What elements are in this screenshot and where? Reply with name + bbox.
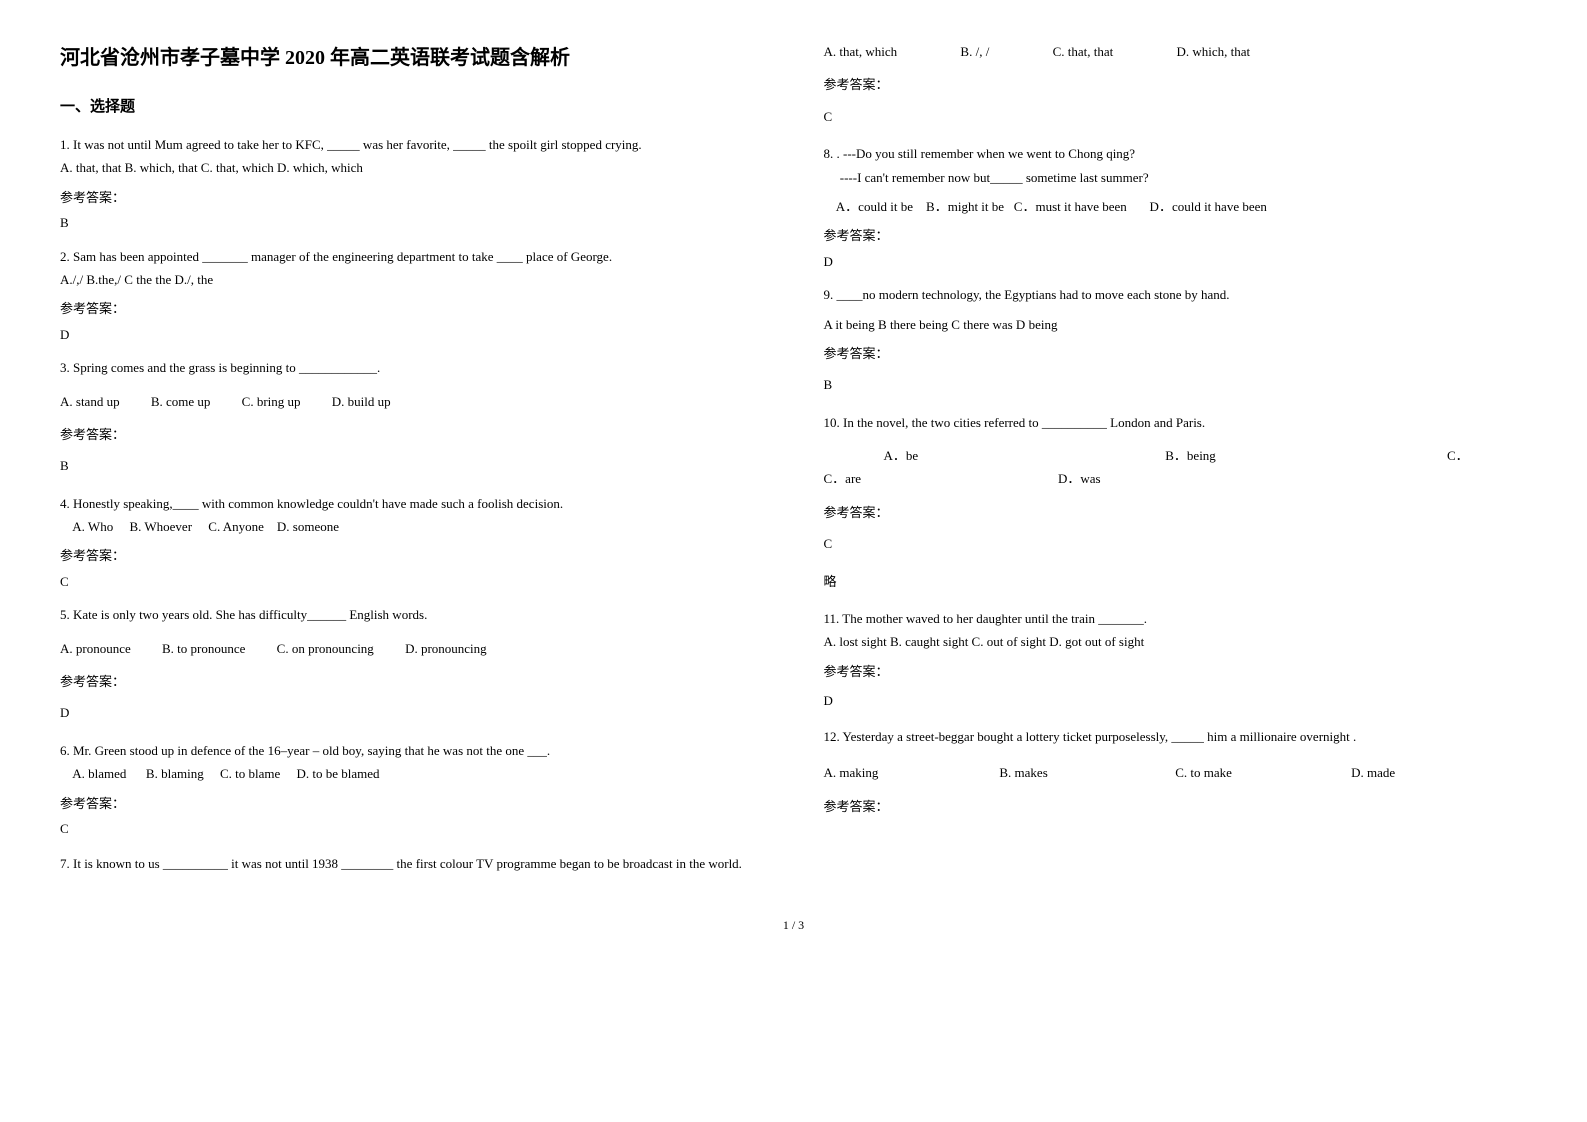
question-3: 3. Spring comes and the grass is beginni…: [60, 356, 764, 379]
option-c: C．are: [824, 467, 1059, 490]
question-10-options: A．be B．being C． C．are D．was: [824, 444, 1528, 491]
question-5: 5. Kate is only two years old. She has d…: [60, 603, 764, 626]
question-options: A. pronounce B. to pronounce C. on prono…: [60, 637, 764, 660]
option-c: C. that, that: [1053, 40, 1114, 63]
option-c: C. on pronouncing: [277, 637, 374, 660]
question-stem: 7. It is known to us __________ it was n…: [60, 850, 764, 879]
option-c: C. bring up: [242, 390, 301, 413]
answer-label: 参考答案：: [824, 795, 1528, 818]
question-stem-line1: 8. . ---Do you still remember when we we…: [824, 142, 1528, 165]
question-10: 10. In the novel, the two cities referre…: [824, 411, 1528, 434]
option-b: B. makes: [999, 761, 1175, 784]
question-stem: 12. Yesterday a street-beggar bought a l…: [824, 723, 1528, 752]
option-a: A．be: [884, 444, 1166, 467]
question-options: A. Who B. Whoever C. Anyone D. someone: [60, 515, 764, 538]
question-options: A. that, that B. which, that C. that, wh…: [60, 156, 764, 179]
left-column: 河北省沧州市孝子墓中学 2020 年高二英语联考试题含解析 一、选择题 1. I…: [60, 40, 764, 885]
question-stem: 3. Spring comes and the grass is beginni…: [60, 356, 764, 379]
question-4: 4. Honestly speaking,____ with common kn…: [60, 492, 764, 539]
question-stem: 5. Kate is only two years old. She has d…: [60, 603, 764, 626]
option-b: B．being: [1165, 444, 1447, 467]
answer-value: B: [60, 211, 764, 234]
question-9: 9. ____no modern technology, the Egyptia…: [824, 283, 1528, 336]
section-heading: 一、选择题: [60, 94, 764, 121]
question-1: 1. It was not until Mum agreed to take h…: [60, 133, 764, 180]
answer-label: 参考答案：: [60, 792, 764, 815]
answer-value: C: [824, 105, 1528, 128]
option-b: B. to pronounce: [162, 637, 245, 660]
answer-label: 参考答案：: [824, 660, 1528, 683]
option-b: B. /, /: [960, 40, 989, 63]
option-a: A. making: [824, 761, 1000, 784]
question-12-options: A. making B. makes C. to make D. made: [824, 761, 1528, 784]
question-2: 2. Sam has been appointed _______ manage…: [60, 245, 764, 292]
option-a: A. stand up: [60, 390, 120, 413]
question-stem: 6. Mr. Green stood up in defence of the …: [60, 739, 764, 762]
page-number: 1 / 3: [60, 915, 1527, 937]
question-stem-line2: ----I can't remember now but_____ someti…: [824, 166, 1528, 189]
question-7: 7. It is known to us __________ it was n…: [60, 850, 764, 879]
question-stem: 9. ____no modern technology, the Egyptia…: [824, 283, 1528, 306]
question-stem: 10. In the novel, the two cities referre…: [824, 411, 1528, 434]
answer-label: 参考答案：: [60, 423, 764, 446]
answer-label: 参考答案：: [824, 73, 1528, 96]
answer-value: D: [824, 689, 1528, 712]
option-c: C. to make: [1175, 761, 1351, 784]
question-options: A it being B there being C there was D b…: [824, 313, 1528, 336]
question-7-options: A. that, which B. /, / C. that, that D. …: [824, 40, 1528, 63]
question-stem: 4. Honestly speaking,____ with common kn…: [60, 492, 764, 515]
question-stem: 1. It was not until Mum agreed to take h…: [60, 133, 764, 156]
answer-label: 参考答案：: [824, 501, 1528, 524]
answer-value: B: [60, 454, 764, 477]
question-options: A. stand up B. come up C. bring up D. bu…: [60, 390, 764, 413]
option-d: D. pronouncing: [405, 637, 487, 660]
answer-label: 参考答案：: [824, 342, 1528, 365]
question-options: A. lost sight B. caught sight C. out of …: [824, 630, 1528, 653]
answer-value: C: [824, 532, 1528, 555]
question-11: 11. The mother waved to her daughter unt…: [824, 607, 1528, 654]
answer-value: D: [60, 701, 764, 724]
option-d: D．was: [1058, 467, 1293, 490]
option-d: D. which, that: [1176, 40, 1250, 63]
option-a: A. that, which: [824, 40, 898, 63]
option-d: D. build up: [332, 390, 391, 413]
question-stem: 2. Sam has been appointed _______ manage…: [60, 245, 764, 268]
option-b: B. come up: [151, 390, 211, 413]
answer-note: 略: [824, 570, 1528, 593]
question-options: A. blamed B. blaming C. to blame D. to b…: [60, 762, 764, 785]
option-c-label: C．: [1447, 444, 1527, 467]
answer-label: 参考答案：: [60, 544, 764, 567]
answer-label: 参考答案：: [60, 186, 764, 209]
right-column: A. that, which B. /, / C. that, that D. …: [824, 40, 1528, 885]
question-6: 6. Mr. Green stood up in defence of the …: [60, 739, 764, 786]
question-12: 12. Yesterday a street-beggar bought a l…: [824, 723, 1528, 752]
answer-label: 参考答案：: [824, 224, 1528, 247]
answer-value: D: [824, 250, 1528, 273]
question-stem: 11. The mother waved to her daughter unt…: [824, 607, 1528, 630]
question-options: A．could it be B．might it be C．must it ha…: [824, 195, 1528, 218]
option-a: A. pronounce: [60, 637, 131, 660]
answer-value: D: [60, 323, 764, 346]
answer-label: 参考答案：: [60, 670, 764, 693]
question-8: 8. . ---Do you still remember when we we…: [824, 142, 1528, 218]
question-options: A./,/ B.the,/ C the the D./, the: [60, 268, 764, 291]
answer-label: 参考答案：: [60, 297, 764, 320]
document-title: 河北省沧州市孝子墓中学 2020 年高二英语联考试题含解析: [60, 40, 764, 76]
answer-value: C: [60, 817, 764, 840]
answer-value: C: [60, 570, 764, 593]
option-d: D. made: [1351, 761, 1527, 784]
answer-value: B: [824, 373, 1528, 396]
